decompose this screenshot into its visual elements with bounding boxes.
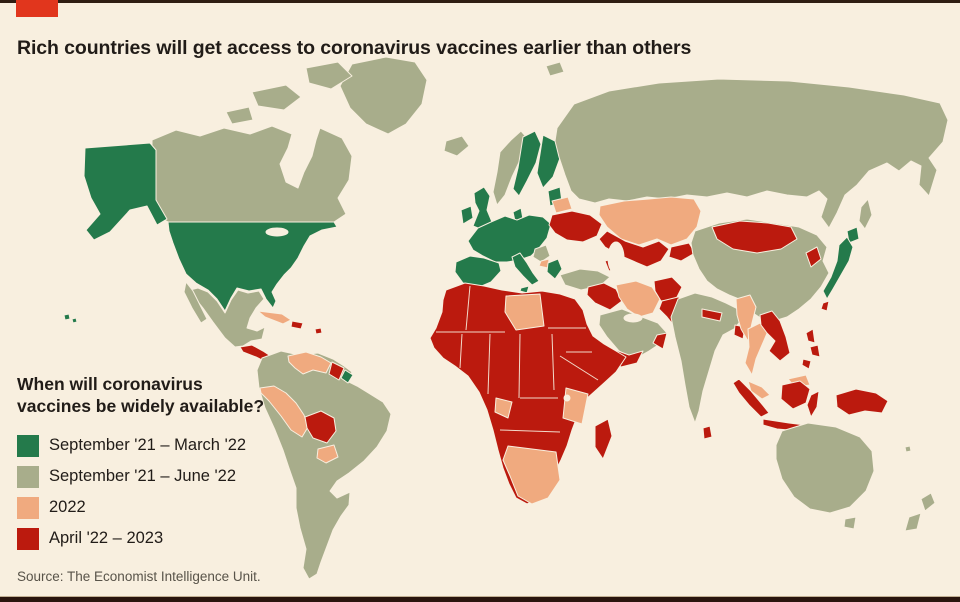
region-ireland xyxy=(460,205,474,225)
region-hawaii xyxy=(63,313,71,321)
region-vietnam-laos-cambodia xyxy=(759,310,791,362)
region-new-zealand xyxy=(920,492,936,512)
region-philippines xyxy=(809,344,821,358)
region-borneo xyxy=(780,380,811,410)
legend-items: September '21 – March '22 September '21 … xyxy=(17,430,269,554)
region-peru-ecuador xyxy=(259,385,309,438)
region-belarus xyxy=(551,196,573,214)
legend-label-cat1: September '21 – March '22 xyxy=(49,436,247,455)
region-north-korea xyxy=(805,246,822,268)
chart-title: Rich countries will get access to corona… xyxy=(17,37,692,60)
region-tasmania xyxy=(843,516,857,530)
region-africa xyxy=(429,282,627,505)
region-sulawesi xyxy=(806,390,820,418)
legend-item-cat2: September '21 – June '22 xyxy=(17,461,269,492)
region-japan xyxy=(822,236,854,300)
region-southern-africa xyxy=(502,445,561,505)
legend-swatch-cat3 xyxy=(17,496,39,519)
top-rule xyxy=(0,0,960,3)
persian-gulf xyxy=(623,313,643,323)
legend-item-cat3: 2022 xyxy=(17,492,269,523)
source-note: Source: The Economist Intelligence Unit. xyxy=(17,569,261,584)
region-guyana-suriname xyxy=(328,361,345,381)
region-gabon xyxy=(494,397,513,419)
region-svalbard xyxy=(545,61,565,77)
region-australia xyxy=(775,422,875,514)
region-canada-arctic-islands xyxy=(225,106,254,125)
region-philippines xyxy=(801,358,812,370)
region-mongolia xyxy=(711,220,798,254)
region-french-guiana xyxy=(340,369,354,384)
legend-title-line1: When will coronavirus xyxy=(17,374,203,394)
legend-swatch-cat2 xyxy=(17,465,39,488)
lake-victoria xyxy=(563,394,571,402)
region-philippines xyxy=(805,328,816,344)
region-iberia xyxy=(454,255,502,289)
region-iraq-syria xyxy=(586,282,623,311)
region-caribbean-islands xyxy=(314,327,323,335)
legend: When will coronavirus vaccines be widely… xyxy=(17,374,269,554)
region-south-america xyxy=(256,350,392,580)
region-norway xyxy=(492,130,529,206)
region-ukraine xyxy=(548,210,603,243)
region-new-zealand xyxy=(904,512,922,532)
region-sakhalin xyxy=(858,198,873,230)
region-canada-arctic-islands xyxy=(305,61,353,90)
great-lakes xyxy=(265,227,289,237)
region-iran xyxy=(615,280,661,318)
region-baja-california xyxy=(183,281,208,324)
region-paraguay xyxy=(316,444,339,464)
legend-title-line2: vaccines be widely available? xyxy=(17,395,265,416)
region-italy xyxy=(511,252,540,286)
region-madagascar xyxy=(594,418,613,460)
region-kyrgyzstan-tajikistan xyxy=(668,242,696,262)
region-venezuela xyxy=(287,351,332,375)
legend-title: When will coronavirus vaccines be widely… xyxy=(17,374,269,417)
region-taiwan xyxy=(820,300,830,312)
region-sumatra xyxy=(732,378,770,418)
region-libya xyxy=(504,293,545,331)
region-sri-lanka xyxy=(702,425,713,440)
region-kenya-tanzania xyxy=(562,387,589,425)
region-iceland xyxy=(443,135,470,157)
region-thailand xyxy=(744,322,769,376)
region-balkans xyxy=(532,244,551,263)
legend-label-cat3: 2022 xyxy=(49,498,86,517)
region-kazakhstan xyxy=(598,196,702,246)
legend-label-cat2: September '21 – June '22 xyxy=(49,467,237,486)
legend-swatch-cat4 xyxy=(17,527,39,550)
region-uzbekistan-turkmenistan xyxy=(598,230,670,268)
legend-item-cat1: September '21 – March '22 xyxy=(17,430,269,461)
region-russia xyxy=(554,78,949,229)
legend-item-cat4: April '22 – 2023 xyxy=(17,523,269,554)
region-bolivia xyxy=(304,410,337,444)
economist-red-tab xyxy=(16,0,58,17)
region-mexico xyxy=(189,287,266,348)
region-canada-arctic-islands xyxy=(251,84,302,111)
region-canada xyxy=(151,125,353,223)
region-greenland xyxy=(339,56,428,135)
bottom-rule-line xyxy=(0,596,960,597)
bottom-rule xyxy=(0,597,960,602)
caspian-sea xyxy=(607,241,625,275)
legend-label-cat4: April '22 – 2023 xyxy=(49,529,164,548)
region-greece xyxy=(546,258,563,280)
region-oman xyxy=(652,332,668,350)
region-hispaniola xyxy=(290,320,304,330)
region-sweden xyxy=(512,130,542,197)
region-new-guinea xyxy=(835,388,889,416)
region-alaska xyxy=(83,142,168,241)
region-nepal xyxy=(701,308,723,322)
region-india xyxy=(670,292,743,424)
region-hawaii xyxy=(71,317,78,324)
region-cuba xyxy=(257,310,292,325)
region-pacific-islands xyxy=(904,445,912,453)
black-sea xyxy=(575,252,603,266)
region-united-states xyxy=(167,221,338,312)
legend-swatch-cat1 xyxy=(17,434,39,457)
region-malaysia xyxy=(747,380,771,400)
